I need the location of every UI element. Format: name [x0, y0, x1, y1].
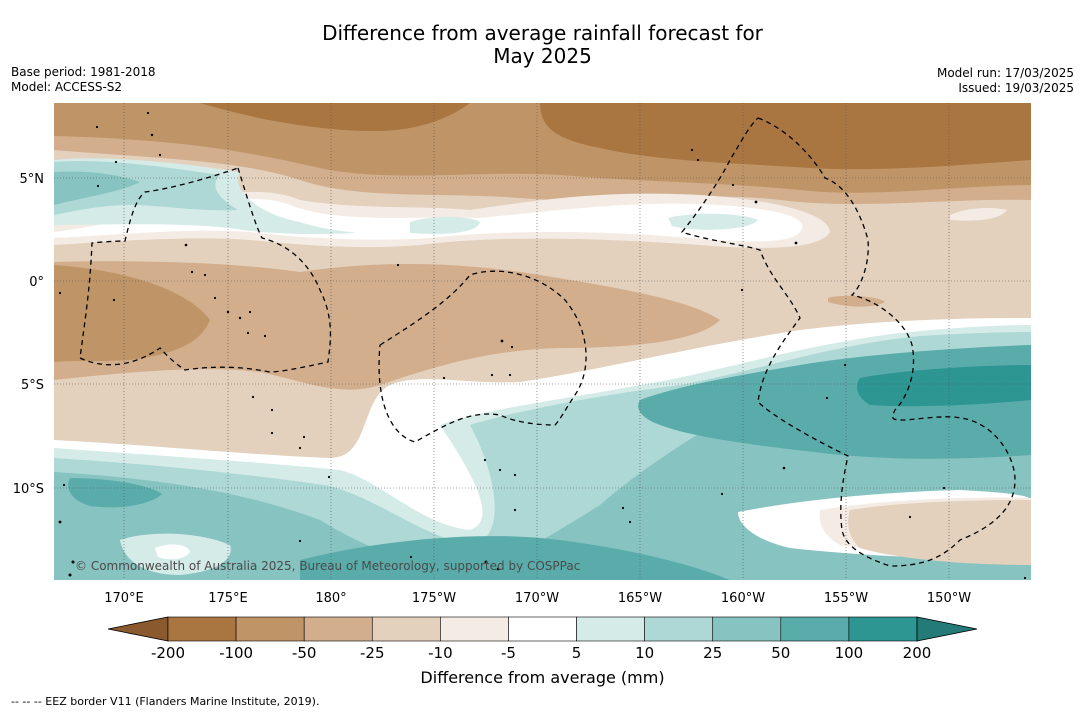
base-period: Base period: 1981-2018 [11, 65, 156, 79]
lon-label: 175°E [208, 591, 248, 606]
lon-label: 160°W [721, 591, 765, 606]
issued-date: Issued: 19/03/2025 [958, 81, 1074, 95]
colorbar-over-arrow [916, 616, 978, 642]
model-info: Base period: 1981-2018 Model: ACCESS-S2 [11, 65, 156, 95]
contour-fields [54, 103, 1031, 580]
contour-wet-southwest-5 [155, 544, 190, 560]
contour-dry-north-200 [540, 103, 1031, 170]
title-line-1: Difference from average rainfall forecas… [322, 21, 763, 45]
lon-label: 170°W [515, 591, 559, 606]
colorbar-tick-label: -100 [219, 644, 253, 662]
contour-wet-patch-c [950, 207, 1007, 221]
colorbar-tick-label: 5 [572, 644, 582, 662]
contour-wet-south-lower-100 [300, 536, 730, 580]
colorbar-tick-label: -200 [151, 644, 185, 662]
contour-dry-northwest-200 [200, 103, 470, 132]
lat-label: 10°S [13, 482, 44, 497]
colorbar-tick-label: 25 [703, 644, 722, 662]
longitude-labels: 170°E 175°E 180° 175°W 170°W 165°W 160°W… [104, 591, 971, 606]
colorbar-swatch [235, 616, 305, 642]
title-line-2: May 2025 [493, 44, 592, 68]
colorbar-swatch [167, 616, 237, 642]
lat-label: 5°S [21, 378, 44, 393]
gridlines [54, 103, 1031, 580]
contour-wet-southwest-100 [68, 478, 162, 508]
colorbar-title: Difference from average (mm) [420, 668, 665, 687]
contour-dry-central-50 [54, 261, 720, 390]
map-title: Difference from average rainfall forecas… [0, 22, 1085, 68]
eez-footnote: -- -- -- EEZ border V11 (Flanders Marine… [11, 695, 320, 708]
colorbar-tick-label: -5 [501, 644, 516, 662]
colorbar-swatch [508, 616, 577, 642]
lat-label: 5°N [20, 172, 45, 187]
eez-border-kiribati-line [680, 117, 1016, 567]
colorbar-tick-label: 100 [835, 644, 864, 662]
colorbar-swatch [712, 616, 782, 642]
lat-label: 0° [29, 275, 44, 290]
latitude-labels: 5°N 0° 5°S 10°S [13, 172, 44, 497]
colorbar-tick-label: 200 [903, 644, 932, 662]
lon-label: 155°W [824, 591, 868, 606]
colorbar-swatch [848, 616, 918, 642]
contour-dry-southeast-patch [828, 295, 885, 307]
colorbar-tick-label: 10 [635, 644, 654, 662]
contour-wet-patch-b [668, 213, 758, 230]
contour-wet-patch-a [410, 216, 480, 234]
colorbar-tick-label: 50 [771, 644, 790, 662]
colorbar-swatch [440, 616, 509, 642]
contour-dry-central-100 [54, 265, 210, 362]
colorbar: -200 -100 -50 -25 -10 -5 5 10 25 50 100 200 [107, 616, 978, 662]
map-credit: © Commonwealth of Australia 2025, Bureau… [75, 559, 580, 573]
eez-borders [79, 117, 1016, 567]
model-name: Model: ACCESS-S2 [11, 80, 123, 94]
colorbar-swatch [576, 616, 645, 642]
lon-label: 165°W [618, 591, 662, 606]
eez-border-tuvalu [79, 167, 332, 373]
lon-label: 150°W [927, 591, 971, 606]
contour-wet-south-200 [857, 365, 1031, 407]
colorbar-tick-label: -50 [292, 644, 317, 662]
lon-label: 170°E [104, 591, 144, 606]
lon-label: 175°W [412, 591, 456, 606]
colorbar-tick-label: -10 [428, 644, 453, 662]
model-run: Model run: 17/03/2025 [936, 66, 1074, 80]
colorbar-swatch [644, 616, 714, 642]
colorbar-swatch [780, 616, 850, 642]
colorbar-under-arrow [107, 616, 169, 642]
colorbar-swatch [303, 616, 373, 642]
island-outlines [58, 111, 1027, 580]
contour-wet-equatorial-50 [54, 171, 140, 205]
colorbar-swatch [371, 616, 441, 642]
run-info: Model run: 17/03/2025 Issued: 19/03/2025 [937, 66, 1074, 96]
lon-label: 180° [315, 591, 346, 606]
contour-dry-southeast-25 [848, 500, 1031, 565]
colorbar-tick-label: -25 [360, 644, 385, 662]
